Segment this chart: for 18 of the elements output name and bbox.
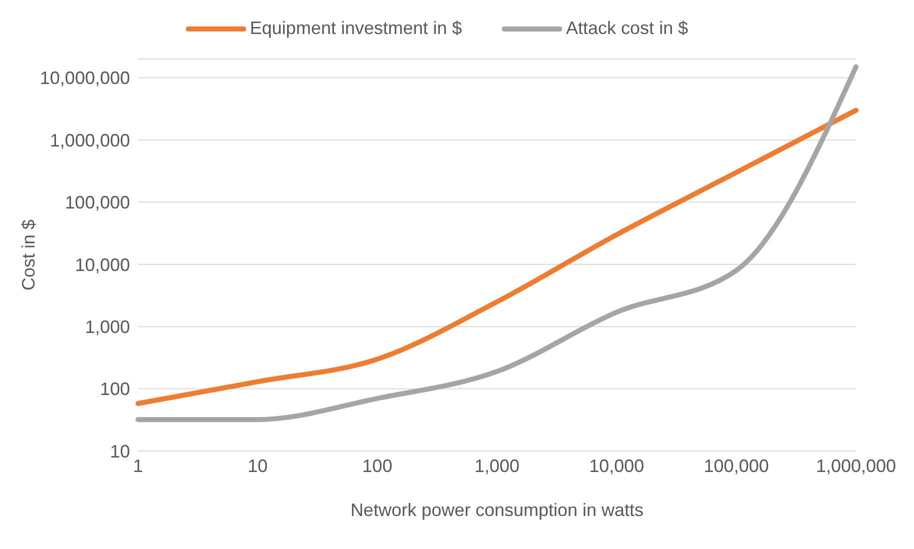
y-tick-label: 100,000: [64, 192, 130, 213]
y-tick-label: 1,000,000: [50, 130, 130, 150]
x-tick-label: 100: [362, 456, 392, 476]
legend-label: Equipment investment in $: [248, 18, 462, 39]
x-tick-label: 10: [248, 456, 268, 476]
y-tick-label: 1,000: [84, 316, 130, 337]
legend-label: Attack cost in $: [565, 18, 688, 39]
x-axis-title: Network power consumption in watts: [350, 500, 644, 520]
y-tick-label: 10,000,000: [40, 68, 130, 88]
y-tick-label: 10: [110, 441, 130, 462]
x-tick-label: 1: [132, 456, 144, 476]
x-tick-label: 100,000: [704, 456, 769, 476]
x-tick-label: 10,000: [589, 456, 644, 476]
x-tick-label: 1,000: [474, 456, 520, 476]
x-tick-label: 1,000,000: [816, 456, 896, 476]
y-axis-title: Cost in $: [18, 219, 38, 291]
y-tick-label: 10,000: [74, 254, 130, 275]
y-tick-label: 100: [100, 379, 130, 400]
